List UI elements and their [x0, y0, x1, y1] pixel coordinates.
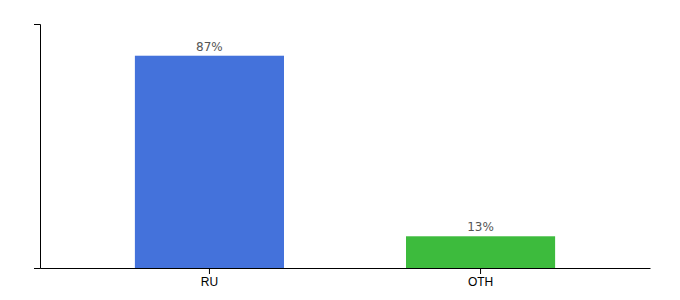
chart: RU OTH 87% 13% — [0, 0, 680, 300]
plot: RU OTH 87% 13% — [34, 25, 651, 289]
x-axis-line — [41, 268, 651, 269]
data-labels: 87% 13% — [196, 40, 494, 235]
x-tick: RU — [201, 268, 218, 289]
y-axis — [34, 25, 41, 269]
data-label: 13% — [467, 220, 494, 234]
bars — [135, 56, 555, 268]
x-axis: RU OTH — [41, 268, 651, 289]
x-tick-label: RU — [201, 275, 218, 289]
bar — [135, 56, 284, 268]
x-tick-label: OTH — [468, 275, 493, 289]
y-axis-line — [34, 25, 41, 269]
x-tick: OTH — [468, 268, 493, 289]
x-tick-mark — [480, 268, 481, 274]
data-label: 87% — [196, 40, 223, 54]
x-tick-mark — [209, 268, 210, 274]
bar — [406, 236, 555, 268]
